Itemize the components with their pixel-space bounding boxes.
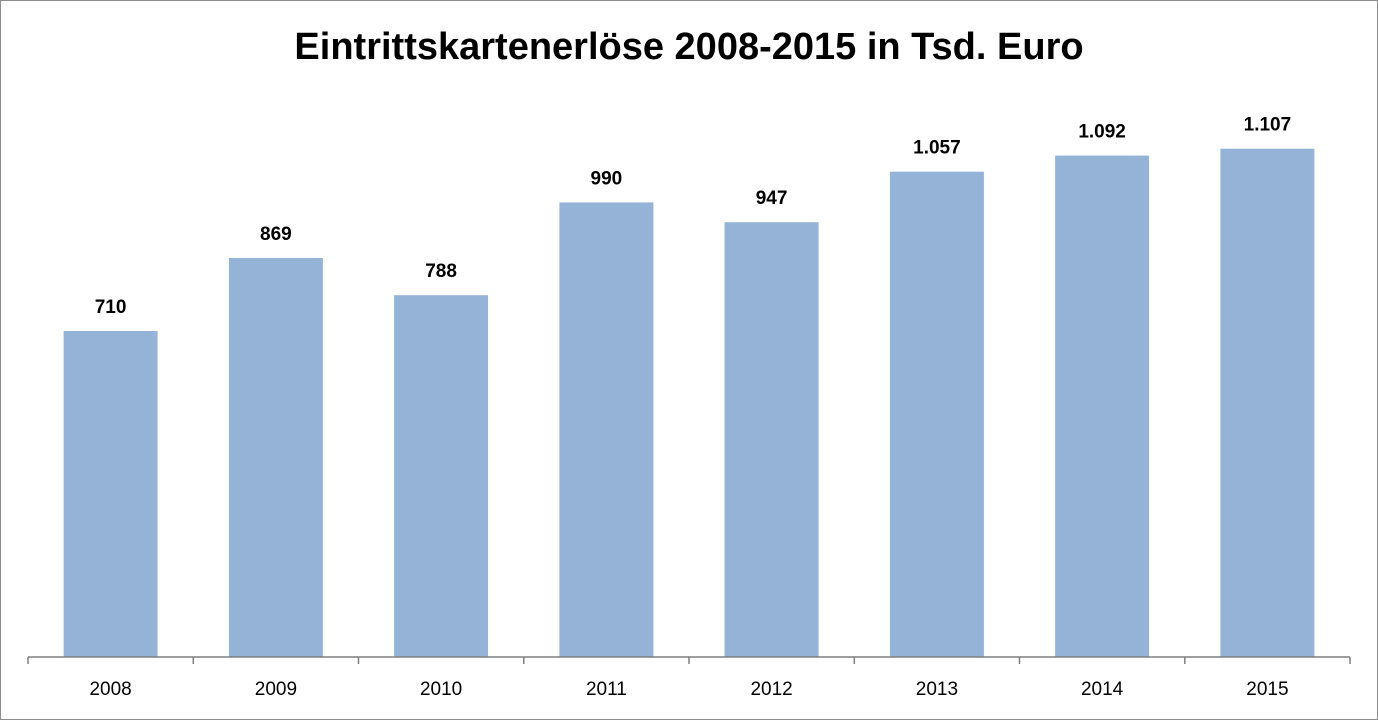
x-tick-label-2009: 2009 xyxy=(255,679,297,700)
bar-2011 xyxy=(559,202,654,657)
x-tick-label-2012: 2012 xyxy=(750,679,792,700)
data-label-2008: 710 xyxy=(95,297,127,318)
x-tick-label-2011: 2011 xyxy=(586,679,627,700)
bar-2008 xyxy=(63,331,158,657)
bar-2009 xyxy=(228,258,323,657)
data-label-2010: 788 xyxy=(425,261,457,282)
x-tick-label-2013: 2013 xyxy=(916,679,958,700)
data-label-2011: 990 xyxy=(591,168,623,189)
bar-2014 xyxy=(1055,155,1150,657)
bar-2013 xyxy=(889,171,984,657)
x-tick-label-2008: 2008 xyxy=(89,679,131,700)
x-tick-label-2010: 2010 xyxy=(420,679,462,700)
data-label-2012: 947 xyxy=(756,188,788,209)
bar-2012 xyxy=(724,222,819,657)
data-label-2013: 1.057 xyxy=(913,138,961,159)
data-label-2015: 1.107 xyxy=(1244,115,1292,136)
data-label-2014: 1.092 xyxy=(1078,122,1126,143)
chart-title: Eintrittskartenerlöse 2008-2015 in Tsd. … xyxy=(294,26,1084,68)
bar-2015 xyxy=(1220,148,1315,657)
bar-2010 xyxy=(394,295,489,657)
data-label-2009: 869 xyxy=(260,224,292,245)
x-tick-label-2014: 2014 xyxy=(1081,679,1124,700)
x-tick-label-2015: 2015 xyxy=(1246,679,1288,700)
